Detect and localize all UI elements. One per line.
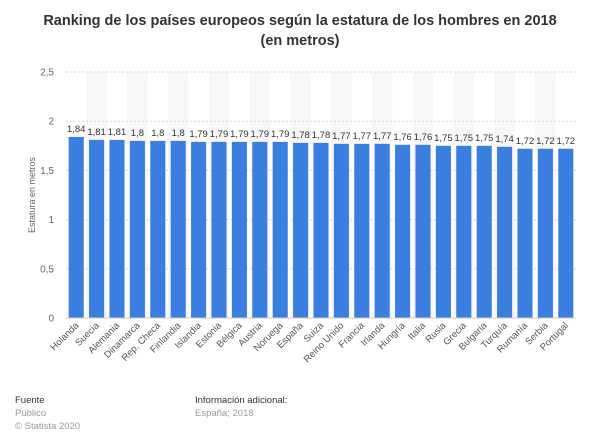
data-label: 1,79 bbox=[251, 129, 270, 140]
bar bbox=[537, 148, 553, 318]
y-axis-label: Estatura en metros bbox=[27, 156, 37, 233]
bar bbox=[293, 142, 309, 318]
bar bbox=[313, 142, 329, 318]
data-label: 1,78 bbox=[312, 130, 331, 141]
info-detail: España; 2018 bbox=[195, 408, 254, 419]
data-label: 1,81 bbox=[108, 127, 127, 138]
data-label: 1,79 bbox=[230, 129, 249, 140]
data-label: 1,72 bbox=[557, 136, 576, 147]
data-label: 1,81 bbox=[87, 127, 106, 138]
y-tick-label: 2,5 bbox=[40, 68, 54, 79]
bar bbox=[374, 143, 390, 318]
bar bbox=[68, 136, 84, 318]
info-heading: Información adicional: bbox=[195, 395, 288, 406]
data-label: 1,84 bbox=[67, 124, 86, 135]
bar bbox=[272, 141, 288, 318]
bar bbox=[558, 148, 574, 318]
data-label: 1,77 bbox=[373, 131, 392, 142]
data-label: 1,79 bbox=[210, 129, 229, 140]
y-tick-label: 0 bbox=[48, 314, 54, 325]
bar bbox=[89, 139, 105, 318]
bar bbox=[109, 139, 125, 318]
data-label: 1,72 bbox=[516, 136, 535, 147]
bar bbox=[415, 144, 431, 318]
data-label: 1,76 bbox=[393, 132, 412, 143]
data-label: 1,8 bbox=[131, 128, 144, 139]
copyright: © Statista 2020 bbox=[15, 421, 81, 432]
info-block: Información adicional: España; 2018 bbox=[195, 394, 287, 420]
y-tick-label: 1 bbox=[48, 215, 54, 226]
data-label: 1,8 bbox=[172, 128, 185, 139]
chart-title: Ranking de los países europeos según la … bbox=[43, 13, 557, 49]
bar bbox=[497, 146, 513, 318]
bar bbox=[476, 145, 492, 318]
data-label: 1,77 bbox=[353, 131, 372, 142]
source-name: Público bbox=[15, 408, 47, 419]
data-label: 1,75 bbox=[455, 133, 474, 144]
bar bbox=[150, 140, 166, 318]
data-label: 1,75 bbox=[475, 133, 494, 144]
data-label: 1,76 bbox=[414, 132, 433, 143]
data-label: 1,8 bbox=[151, 128, 164, 139]
data-label: 1,78 bbox=[291, 130, 310, 141]
bar bbox=[252, 141, 268, 318]
bar bbox=[211, 141, 227, 318]
bar bbox=[395, 144, 411, 318]
y-tick-label: 1,5 bbox=[40, 166, 54, 177]
bar bbox=[170, 140, 186, 318]
source-block: Fuente Público © Statista 2020 bbox=[15, 394, 80, 433]
bar bbox=[333, 143, 349, 318]
bar bbox=[517, 148, 533, 318]
data-label: 1,79 bbox=[189, 129, 208, 140]
data-label: 1,75 bbox=[434, 133, 453, 144]
source-heading: Fuente bbox=[15, 395, 45, 406]
data-label: 1,79 bbox=[271, 129, 290, 140]
bar bbox=[231, 141, 247, 318]
data-label: 1,72 bbox=[536, 136, 555, 147]
y-tick-label: 2 bbox=[48, 117, 54, 128]
bar bbox=[191, 141, 207, 318]
bar bbox=[129, 140, 145, 318]
bar bbox=[354, 143, 370, 318]
data-label: 1,77 bbox=[332, 131, 351, 142]
y-tick-label: 0,5 bbox=[40, 264, 54, 275]
data-label: 1,74 bbox=[495, 134, 514, 145]
bar bbox=[456, 145, 472, 318]
bar bbox=[435, 145, 451, 318]
